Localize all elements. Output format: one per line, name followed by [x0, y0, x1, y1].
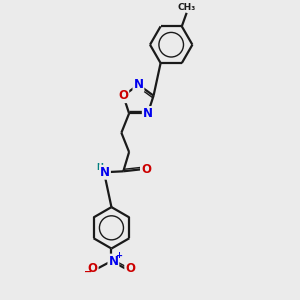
Text: CH₃: CH₃	[178, 3, 196, 12]
Text: O: O	[88, 262, 98, 275]
Text: +: +	[115, 251, 122, 260]
Text: N: N	[134, 78, 143, 91]
Text: N: N	[100, 166, 110, 179]
Text: N: N	[143, 107, 153, 120]
Text: −: −	[84, 267, 92, 277]
Text: H: H	[97, 164, 104, 172]
Text: O: O	[141, 163, 151, 176]
Text: O: O	[125, 262, 135, 275]
Text: O: O	[118, 89, 128, 102]
Text: N: N	[108, 255, 118, 268]
